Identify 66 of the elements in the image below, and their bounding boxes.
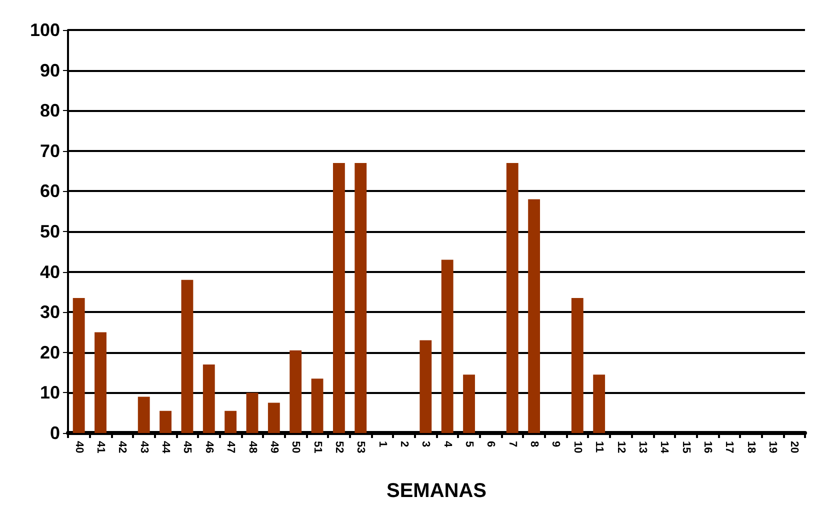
y-tick-label: 30 [40,302,60,322]
bar [463,374,475,433]
bar [224,410,237,433]
x-tick-label: 48 [246,441,258,454]
bar [506,162,518,433]
bar [268,402,280,433]
x-tick-label: 40 [72,441,85,454]
bar [72,298,85,433]
x-tick-label: 43 [138,441,150,454]
bar [528,199,540,433]
bar [181,280,194,433]
y-tick-label: 0 [50,423,60,443]
x-tick-label: 46 [202,441,215,454]
bar [311,378,324,433]
x-tick-label: 51 [311,441,324,454]
x-tick-label: 17 [723,441,736,454]
bar [138,396,150,433]
x-tick-label: 10 [571,441,584,454]
x-tick-label: 53 [354,441,367,454]
y-tick-label: 40 [40,262,60,282]
x-tick-label: 11 [593,441,606,453]
x-tick-label: 5 [463,441,476,448]
x-tick-label: 52 [332,441,345,454]
y-tick-label: 20 [40,342,60,362]
y-tick-label: 100 [30,20,60,40]
x-tick-label: 20 [788,441,800,454]
x-tick-label: 49 [268,441,280,454]
x-tick-label: 16 [701,441,714,454]
x-tick-label: 44 [160,441,172,454]
y-tick-label: 50 [40,222,60,242]
x-tick-label: 2 [398,441,410,448]
bar [593,374,606,433]
x-axis-title: SEMANAS [386,480,487,502]
y-tick-label: 80 [40,100,60,121]
x-tick-label: 9 [550,441,562,448]
bar [246,392,258,433]
x-tick-label: 13 [636,441,648,454]
x-tick-label: 12 [614,441,627,454]
x-tick-label: 41 [94,441,107,454]
bar [354,162,367,433]
bar [420,340,432,433]
y-tick-label: 70 [40,140,60,161]
bar [290,350,302,433]
x-tick-label: 18 [744,441,757,454]
bar [160,410,172,433]
x-tick-label: 14 [658,441,670,454]
x-tick-label: 42 [116,441,128,454]
bar [202,364,215,433]
x-tick-label: 50 [290,441,302,454]
x-tick-label: 4 [441,441,454,448]
x-tick-label: 7 [506,441,518,448]
bar [441,260,454,433]
bar [94,332,106,433]
y-tick-label: 90 [40,60,60,80]
x-tick-label: 45 [181,441,194,454]
x-tick-label: 1 [376,441,388,448]
x-tick-label: 8 [528,441,540,448]
x-tick-label: 19 [766,441,778,454]
x-tick-label: 15 [680,441,692,454]
x-tick-label: 47 [224,441,237,454]
bar [571,298,584,433]
y-tick-label: 10 [40,382,60,403]
bar [332,162,345,433]
x-tick-label: 3 [420,441,432,448]
y-tick-label: 60 [40,181,60,202]
x-tick-label: 6 [484,441,497,448]
